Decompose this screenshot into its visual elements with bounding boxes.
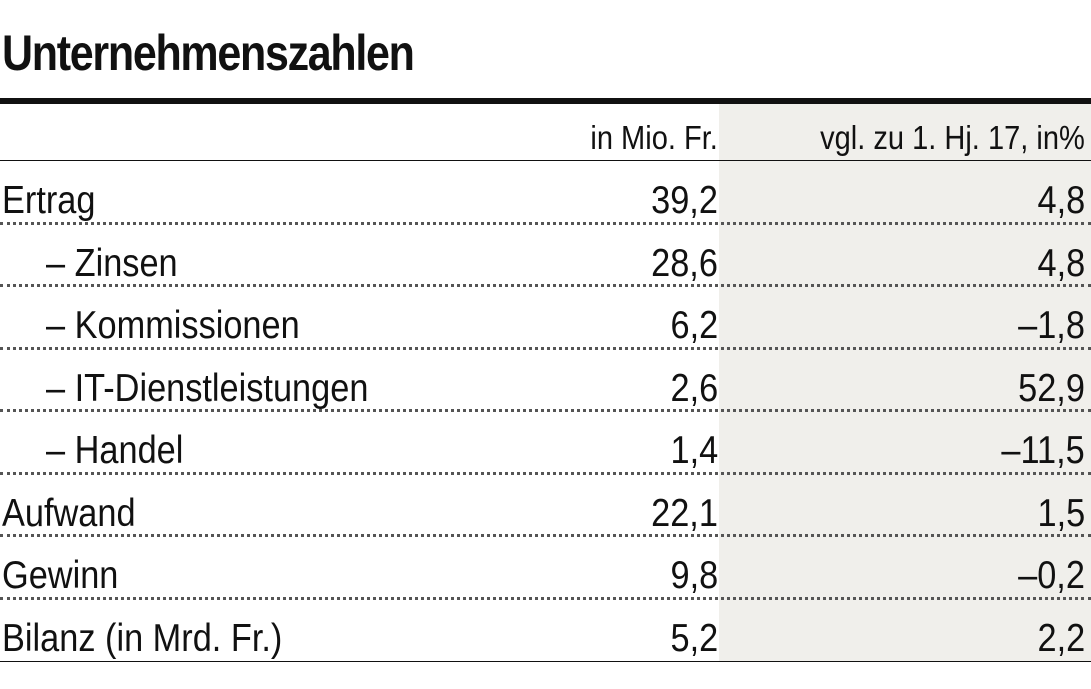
top-rule	[0, 98, 1091, 104]
row-label: – Handel	[46, 429, 184, 472]
row-label: Ertrag	[2, 179, 96, 222]
value-cell: 1,4	[670, 429, 718, 472]
change-cell: –1,8	[1018, 304, 1085, 347]
table-title: Unternehmenszahlen	[2, 25, 415, 81]
table-row: – Zinsen 28,6 4,8	[0, 225, 1091, 287]
change-cell: 1,5	[1037, 491, 1085, 535]
table-row: – Kommissionen 6,2 –1,8	[0, 287, 1091, 350]
value-cell: 2,6	[670, 366, 718, 410]
value-cell: 9,8	[670, 554, 718, 597]
value-cell: 39,2	[651, 179, 718, 222]
column-header-change: vgl. zu 1. Hj. 17, in%	[820, 119, 1085, 156]
change-cell: –11,5	[1001, 429, 1085, 472]
table-row: Bilanz (in Mrd. Fr.) 5,2 2,2	[0, 600, 1091, 662]
change-cell: 2,2	[1037, 616, 1085, 660]
value-cell: 6,2	[670, 304, 718, 347]
table-row: Aufwand 22,1 1,5	[0, 475, 1091, 537]
change-cell: 4,8	[1037, 179, 1085, 222]
row-label: Aufwand	[2, 491, 136, 535]
value-cell: 22,1	[651, 491, 718, 535]
table-body: Ertrag 39,2 4,8– Zinsen 28,6 4,8– Kommission…	[0, 162, 1091, 662]
change-cell: 4,8	[1037, 241, 1085, 285]
row-label: – Kommissionen	[46, 304, 300, 347]
table-row: Ertrag 39,2 4,8	[0, 162, 1091, 225]
value-cell: 28,6	[651, 241, 718, 285]
change-cell: –0,2	[1018, 554, 1085, 597]
table-header: in Mio. Fr. vgl. zu 1. Hj. 17, in%	[0, 104, 1091, 161]
row-label: Bilanz (in Mrd. Fr.)	[2, 616, 283, 660]
row-label: – IT-Dienstleistungen	[46, 366, 369, 410]
change-cell: 52,9	[1018, 366, 1085, 410]
table-row: – Handel 1,4 –11,5	[0, 412, 1091, 475]
shaded-column-background	[719, 104, 1091, 662]
table-row: – IT-Dienstleistungen 2,6 52,9	[0, 350, 1091, 412]
value-cell: 5,2	[670, 616, 718, 660]
row-label: – Zinsen	[46, 241, 178, 285]
column-header-value: in Mio. Fr.	[590, 119, 718, 156]
table-row: Gewinn 9,8 –0,2	[0, 537, 1091, 600]
row-label: Gewinn	[2, 554, 119, 597]
